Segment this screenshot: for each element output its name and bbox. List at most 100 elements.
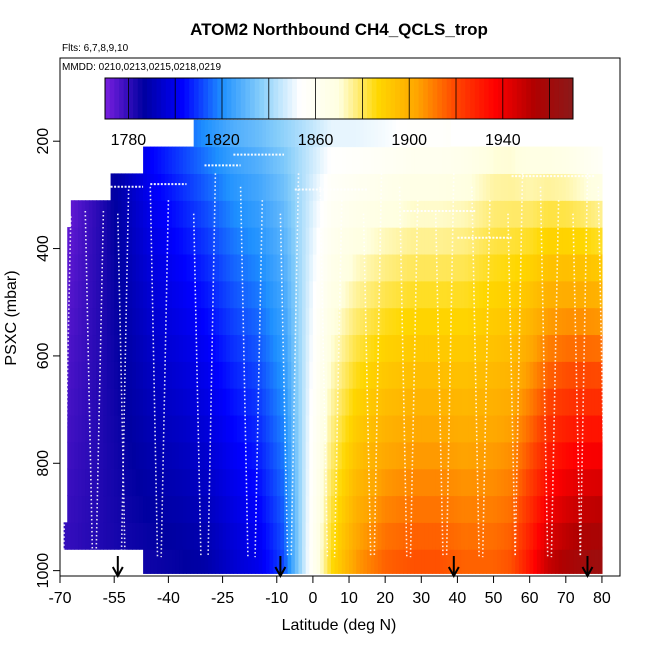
heatmap-cell (435, 522, 440, 550)
heatmap-cell (417, 200, 422, 228)
heatmap-cell (92, 388, 97, 416)
heatmap-cell (128, 334, 133, 362)
heatmap-cell (479, 227, 484, 255)
heatmap-cell (338, 200, 343, 228)
heatmap-cell (453, 253, 459, 282)
heatmap-cell (280, 361, 285, 389)
heatmap-cell (172, 200, 177, 228)
heatmap-cell (96, 468, 101, 497)
heatmap-cell (229, 361, 235, 389)
heatmap-cell (67, 388, 72, 416)
heatmap-cell (179, 414, 184, 443)
heatmap-cell (186, 173, 191, 201)
heatmap-cell (262, 495, 267, 523)
heatmap-cell (182, 280, 188, 309)
heatmap-cell (551, 200, 556, 228)
heatmap-cell (536, 307, 542, 336)
heatmap-cell (497, 441, 502, 470)
heatmap-cell (381, 468, 386, 497)
heatmap-cell (497, 173, 502, 201)
heatmap-cell (110, 253, 115, 282)
heatmap-cell (569, 495, 574, 523)
heatmap-cell (153, 307, 159, 336)
heatmap-cell (486, 546, 491, 574)
colorbar-swatch (558, 78, 565, 119)
heatmap-cell (356, 495, 361, 523)
heatmap-cell (305, 227, 310, 255)
heatmap-cell (316, 522, 321, 550)
heatmap-cell (518, 146, 524, 175)
heatmap-cell (435, 468, 440, 497)
heatmap-cell (385, 307, 390, 336)
heatmap-cell (504, 361, 509, 389)
heatmap-cell (276, 388, 281, 416)
heatmap-cell (135, 361, 141, 389)
heatmap-cell (226, 253, 231, 282)
heatmap-cell (269, 227, 274, 255)
heatmap-cell (74, 200, 79, 228)
colorbar-swatch (418, 78, 424, 119)
colorbar-swatch (437, 78, 443, 119)
heatmap-cell (287, 253, 292, 282)
profile-arrow-head (447, 566, 460, 579)
heatmap-cell (222, 388, 227, 416)
heatmap-cell (128, 441, 133, 470)
heatmap-cell (569, 388, 574, 416)
heatmap-cell (396, 361, 401, 389)
colorbar-swatch (479, 78, 485, 119)
heatmap-cell (526, 280, 531, 309)
heatmap-cell (330, 495, 336, 523)
heatmap-cell (508, 173, 513, 201)
heatmap-cell (132, 173, 137, 201)
heatmap-cell (399, 388, 404, 416)
heatmap-cell (302, 200, 307, 228)
heatmap-cell (305, 361, 310, 389)
heatmap-cell (218, 200, 224, 228)
heatmap-cell (305, 334, 310, 362)
heatmap-cell (298, 546, 303, 574)
heatmap-cell (153, 388, 159, 416)
heatmap-cell (168, 253, 173, 282)
heatmap-cell (251, 119, 256, 148)
heatmap-cell (197, 495, 202, 523)
heatmap-cell (540, 227, 545, 255)
heatmap-cell (587, 361, 592, 389)
heatmap-cell (421, 227, 426, 255)
heatmap-cell (439, 173, 444, 201)
heatmap-cell (417, 361, 422, 389)
flight-track (62, 216, 72, 558)
heatmap-cell (573, 441, 578, 470)
heatmap-cell (67, 361, 72, 389)
heatmap-cell (327, 546, 332, 574)
heatmap-cell (522, 173, 527, 201)
heatmap-cell (414, 146, 419, 175)
heatmap-cell (269, 280, 274, 309)
heatmap-cell (320, 200, 325, 228)
heatmap-cell (269, 334, 274, 362)
heatmap-cell (522, 146, 527, 175)
heatmap-cell (226, 441, 231, 470)
heatmap-cell (135, 334, 141, 362)
heatmap-cell (312, 414, 318, 443)
heatmap-cell (396, 546, 401, 574)
heatmap-cell (291, 334, 296, 362)
heatmap-cell (424, 146, 430, 175)
heatmap-cell (237, 119, 242, 148)
heatmap-cell (265, 546, 271, 574)
heatmap-cell (114, 361, 119, 389)
heatmap-cell (406, 307, 412, 336)
heatmap-cell (479, 388, 484, 416)
heatmap-cell (497, 253, 502, 282)
heatmap-cell (424, 495, 430, 523)
heatmap-cell (67, 280, 72, 309)
heatmap-cell (349, 253, 354, 282)
heatmap-cell (551, 495, 556, 523)
heatmap-cell (341, 253, 347, 282)
heatmap-cell (439, 414, 444, 443)
heatmap-cell (526, 522, 531, 550)
heatmap-cell (247, 414, 253, 443)
heatmap-cell (345, 361, 350, 389)
heatmap-cell (576, 361, 581, 389)
heatmap-cell (247, 173, 253, 201)
heatmap-cell (381, 280, 386, 309)
